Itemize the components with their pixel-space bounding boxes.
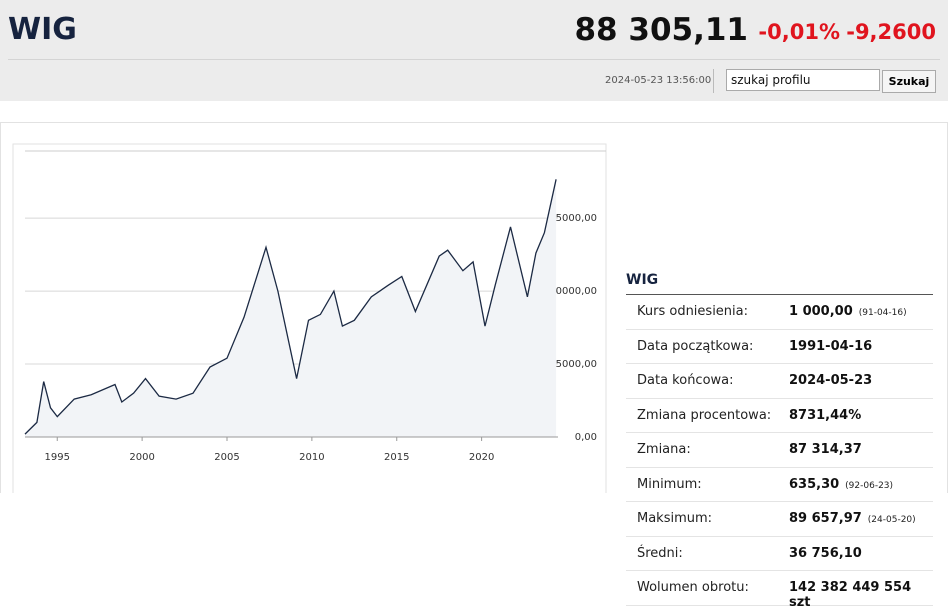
table-title: WIG bbox=[626, 268, 933, 295]
search-button[interactable]: Szukaj bbox=[882, 70, 936, 93]
stat-label: Kurs odniesienia: bbox=[637, 304, 749, 319]
value-text: 1 000,00 bbox=[789, 304, 853, 319]
stat-value: 635,30 (92-06-23) bbox=[789, 477, 893, 492]
x-tick-label: 1995 bbox=[45, 452, 70, 463]
value-text: 2024-05-23 bbox=[789, 373, 873, 388]
header: WIG 88 305,11 -0,01% -9,2600 2024-05-23 … bbox=[0, 0, 948, 101]
stat-label: Zmiana procentowa: bbox=[637, 407, 772, 423]
value-text: 87 314,37 bbox=[789, 442, 862, 457]
stat-row: Minimum: 635,30 (92-06-23) bbox=[626, 468, 933, 502]
y-tick-label: 25000,00 bbox=[549, 359, 597, 370]
price-line bbox=[24, 179, 557, 435]
value-text: 89 657,97 bbox=[789, 511, 862, 526]
value-text: 1991-04-16 bbox=[789, 338, 873, 354]
stats-table: WIG Kurs odniesienia: 1 000,00 (91-04-16) D… bbox=[626, 268, 933, 610]
timestamp: 2024-05-23 13:56:00 bbox=[605, 75, 712, 86]
x-tick-label: 2020 bbox=[469, 452, 494, 463]
stat-note: (91-04-16) bbox=[858, 308, 907, 318]
divider bbox=[713, 69, 714, 93]
x-tick-label: 2005 bbox=[214, 452, 239, 463]
area bbox=[25, 179, 557, 438]
stat-row: Kurs odniesienia: 1 000,00 (91-04-16) bbox=[626, 295, 933, 330]
value-text: 8731,44% bbox=[789, 407, 862, 423]
stat-row: Maksimum: 89 657,97 (24-05-20) bbox=[626, 502, 933, 537]
chart: 0,00 25000,00 50000,00 75000,00 1995 2000 2005… bbox=[12, 143, 607, 493]
x-tick-label: 2010 bbox=[299, 452, 324, 463]
stat-value: 1991-04-16 bbox=[789, 339, 872, 354]
stat-label: Średni: bbox=[637, 545, 683, 561]
stat-value: 142 382 449 554 szt bbox=[789, 580, 933, 610]
stat-label: Maksimum: bbox=[637, 511, 713, 526]
stat-value: 89 657,97 (24-05-20) bbox=[789, 511, 916, 526]
stat-label: Minimum: bbox=[637, 476, 702, 492]
y-tick-label: 75000,00 bbox=[549, 213, 597, 224]
stat-label: Data początkowa: bbox=[637, 338, 754, 354]
change: -9,2600 bbox=[846, 20, 936, 44]
price: 88 305,11 bbox=[574, 12, 748, 48]
stat-row: Wolumen obrotu: 142 382 449 554 szt bbox=[626, 571, 933, 610]
stat-label: Zmiana: bbox=[637, 442, 691, 457]
stat-value: 2024-05-23 bbox=[789, 373, 872, 388]
value-text: 36 756,10 bbox=[789, 545, 862, 561]
x-tick-label: 2015 bbox=[384, 452, 409, 463]
value-text: 142 382 449 554 szt bbox=[789, 580, 912, 610]
stat-value: 36 756,10 bbox=[789, 546, 862, 561]
stat-row: Data końcowa: 2024-05-23 bbox=[626, 364, 933, 399]
stat-label: Data końcowa: bbox=[637, 373, 734, 388]
stat-row: Data początkowa: 1991-04-16 bbox=[626, 330, 933, 364]
search-input[interactable]: szukaj profilu bbox=[726, 69, 880, 91]
separator bbox=[8, 59, 940, 60]
change-percent: -0,01% bbox=[758, 20, 840, 44]
stat-note: (24-05-20) bbox=[867, 515, 916, 525]
y-tick-label: 50000,00 bbox=[549, 286, 597, 297]
stat-row: Zmiana: 87 314,37 bbox=[626, 433, 933, 468]
stat-row: Zmiana procentowa: 8731,44% bbox=[626, 399, 933, 433]
y-tick-label: 0,00 bbox=[575, 432, 597, 443]
x-tick-label: 2000 bbox=[129, 452, 154, 463]
content-box: 0,00 25000,00 50000,00 75000,00 1995 2000 2005… bbox=[0, 122, 948, 610]
stat-value: 1 000,00 (91-04-16) bbox=[789, 304, 907, 319]
stat-value: 8731,44% bbox=[789, 408, 861, 423]
stat-row: Średni: 36 756,10 bbox=[626, 537, 933, 571]
value-text: 635,30 bbox=[789, 476, 840, 492]
stat-label: Wolumen obrotu: bbox=[637, 580, 749, 595]
index-name: WIG bbox=[8, 12, 77, 47]
stat-value: 87 314,37 bbox=[789, 442, 862, 457]
